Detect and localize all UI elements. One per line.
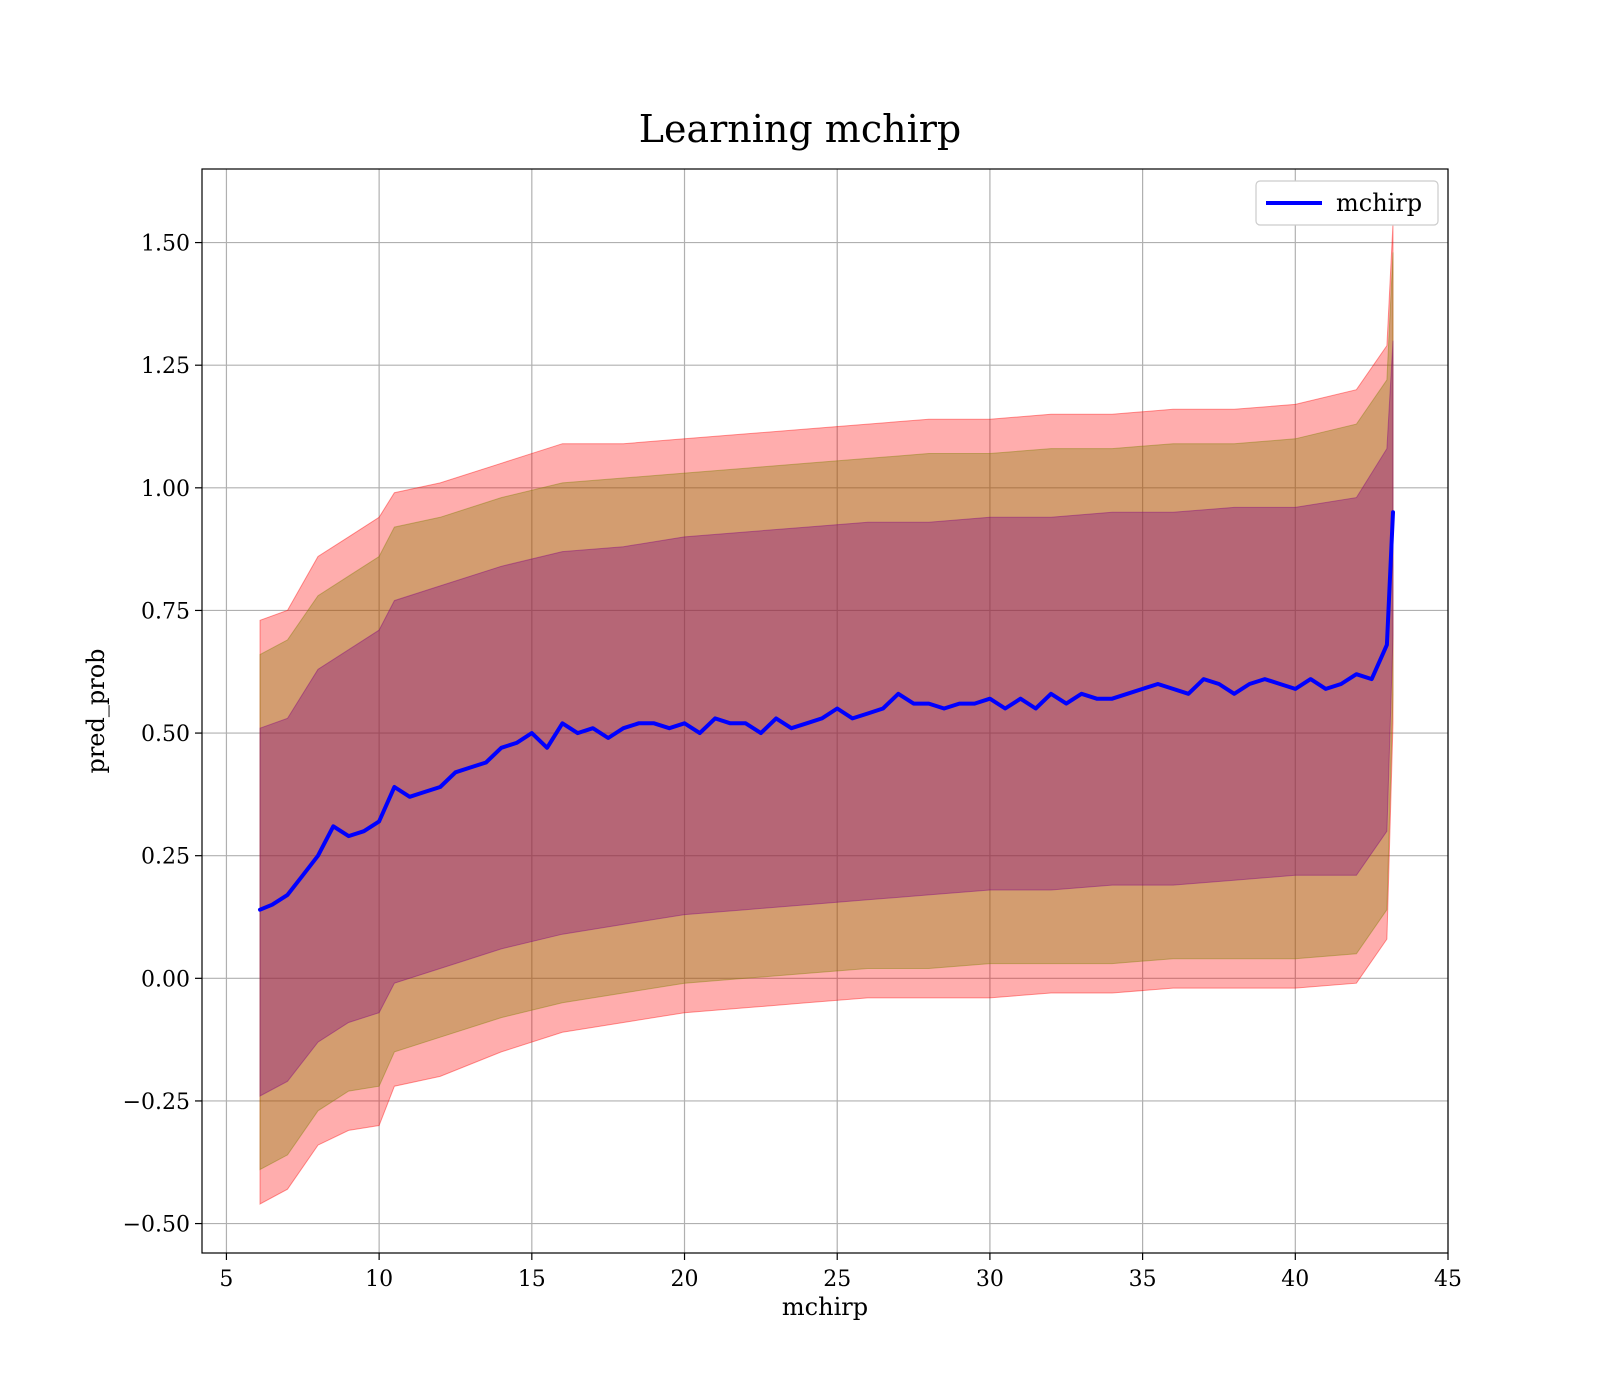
y-tick-label-7: 1.25: [141, 354, 190, 379]
x-tick-label-5: 30: [976, 1267, 1004, 1292]
y-tick-label-0: −0.50: [123, 1213, 190, 1238]
y-tick-label-4: 0.50: [141, 722, 190, 747]
x-tick-label-4: 25: [823, 1267, 851, 1292]
grid: [202, 169, 1449, 1253]
y-axis-label: pred_prob: [82, 648, 110, 773]
confidence-band-2: [259, 340, 1394, 1097]
legend-label: mchirp: [1336, 189, 1422, 217]
y-tick-label-1: −0.25: [123, 1090, 190, 1115]
x-tick-label-0: 5: [219, 1267, 233, 1292]
confidence-band-1: [259, 252, 1394, 1171]
x-tick-label-7: 40: [1281, 1267, 1309, 1292]
y-tick-label-8: 1.50: [141, 232, 190, 257]
series-line-0: [258, 510, 1395, 912]
y-tick-label-6: 1.00: [141, 477, 190, 502]
y-axis-ticks: −0.50 −0.25 0.00 0.25 0.50 0.75 1.00 1.25 1.50: [123, 232, 202, 1238]
chart-title: Learning mchirp: [639, 107, 961, 151]
y-tick-label-2: 0.00: [141, 967, 190, 992]
x-axis-ticks: 5 10 15 20 25 30 35 40 45: [219, 1253, 1462, 1292]
series-lines: [258, 510, 1395, 912]
x-tick-label-8: 45: [1434, 1267, 1462, 1292]
legend-box: [1255, 180, 1439, 226]
plot-frame: [201, 168, 1449, 1254]
x-axis-label: mchirp: [782, 1293, 868, 1321]
y-tick-label-5: 0.75: [141, 599, 190, 624]
y-tick-label-3: 0.25: [141, 845, 190, 870]
x-tick-label-6: 35: [1129, 1267, 1157, 1292]
legend: mchirp: [1255, 180, 1439, 226]
x-tick-label-2: 15: [518, 1267, 546, 1292]
x-tick-label-1: 10: [365, 1267, 393, 1292]
x-tick-label-3: 20: [671, 1267, 699, 1292]
